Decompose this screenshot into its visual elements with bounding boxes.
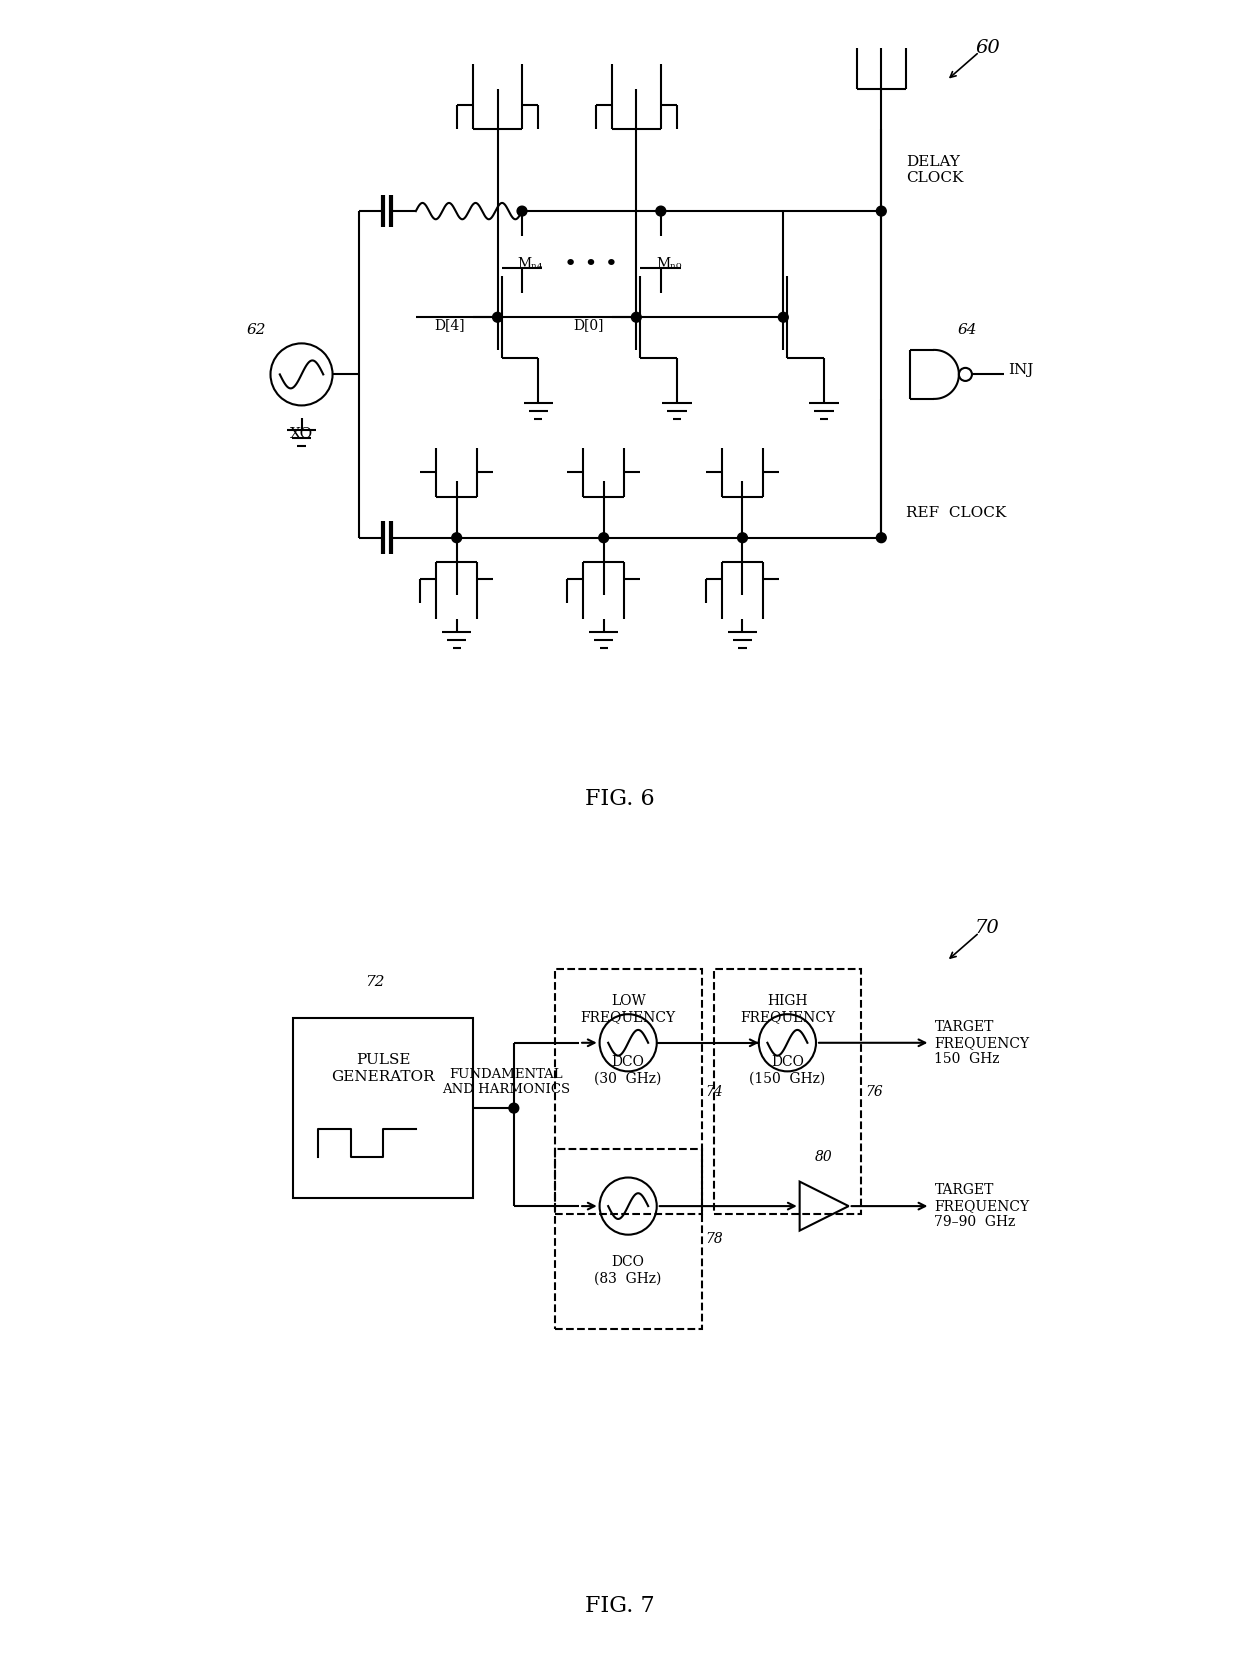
- Text: DELAY
CLOCK: DELAY CLOCK: [905, 155, 963, 185]
- Text: FIG. 7: FIG. 7: [585, 1594, 655, 1618]
- Text: HIGH
FREQUENCY: HIGH FREQUENCY: [740, 994, 835, 1024]
- Text: 64: 64: [957, 323, 977, 336]
- Circle shape: [656, 207, 666, 217]
- Text: Mₙ₄: Mₙ₄: [517, 258, 543, 271]
- Text: DCO
(30  GHz): DCO (30 GHz): [594, 1055, 662, 1085]
- Circle shape: [631, 313, 641, 323]
- Circle shape: [877, 533, 887, 543]
- Text: PULSE
GENERATOR: PULSE GENERATOR: [331, 1054, 435, 1083]
- Text: REF  CLOCK: REF CLOCK: [905, 506, 1006, 521]
- Text: 62: 62: [247, 323, 267, 336]
- Bar: [294, 1019, 472, 1197]
- Circle shape: [738, 533, 748, 543]
- Text: FUNDAMENTAL
AND HARMONICS: FUNDAMENTAL AND HARMONICS: [441, 1068, 569, 1097]
- Text: INJ: INJ: [1008, 364, 1033, 377]
- Circle shape: [508, 1103, 518, 1113]
- Text: FIG. 6: FIG. 6: [585, 787, 655, 810]
- Circle shape: [492, 313, 502, 323]
- Text: XO: XO: [290, 427, 314, 442]
- Text: 80: 80: [815, 1150, 833, 1164]
- Bar: [714, 969, 861, 1214]
- Circle shape: [451, 533, 461, 543]
- Text: D[0]: D[0]: [573, 319, 604, 332]
- Circle shape: [877, 207, 887, 217]
- Bar: [554, 969, 702, 1214]
- Text: DCO
(83  GHz): DCO (83 GHz): [594, 1255, 662, 1285]
- Circle shape: [517, 207, 527, 217]
- Text: 60: 60: [975, 38, 999, 56]
- Text: Mₙ₀: Mₙ₀: [656, 258, 682, 271]
- Text: DCO
(150  GHz): DCO (150 GHz): [749, 1055, 826, 1085]
- Text: LOW
FREQUENCY: LOW FREQUENCY: [580, 994, 676, 1024]
- Circle shape: [779, 313, 789, 323]
- Text: TARGET
FREQUENCY
79–90  GHz: TARGET FREQUENCY 79–90 GHz: [935, 1183, 1029, 1229]
- Text: • • •: • • •: [564, 255, 619, 275]
- Text: D[4]: D[4]: [434, 319, 465, 332]
- Text: 76: 76: [866, 1085, 883, 1098]
- Text: TARGET
FREQUENCY
150  GHz: TARGET FREQUENCY 150 GHz: [935, 1019, 1029, 1065]
- Circle shape: [599, 533, 609, 543]
- Bar: [554, 1150, 702, 1328]
- Text: 70: 70: [975, 920, 999, 938]
- Text: 74: 74: [706, 1085, 723, 1098]
- Text: 72: 72: [366, 974, 384, 989]
- Text: 78: 78: [706, 1232, 723, 1245]
